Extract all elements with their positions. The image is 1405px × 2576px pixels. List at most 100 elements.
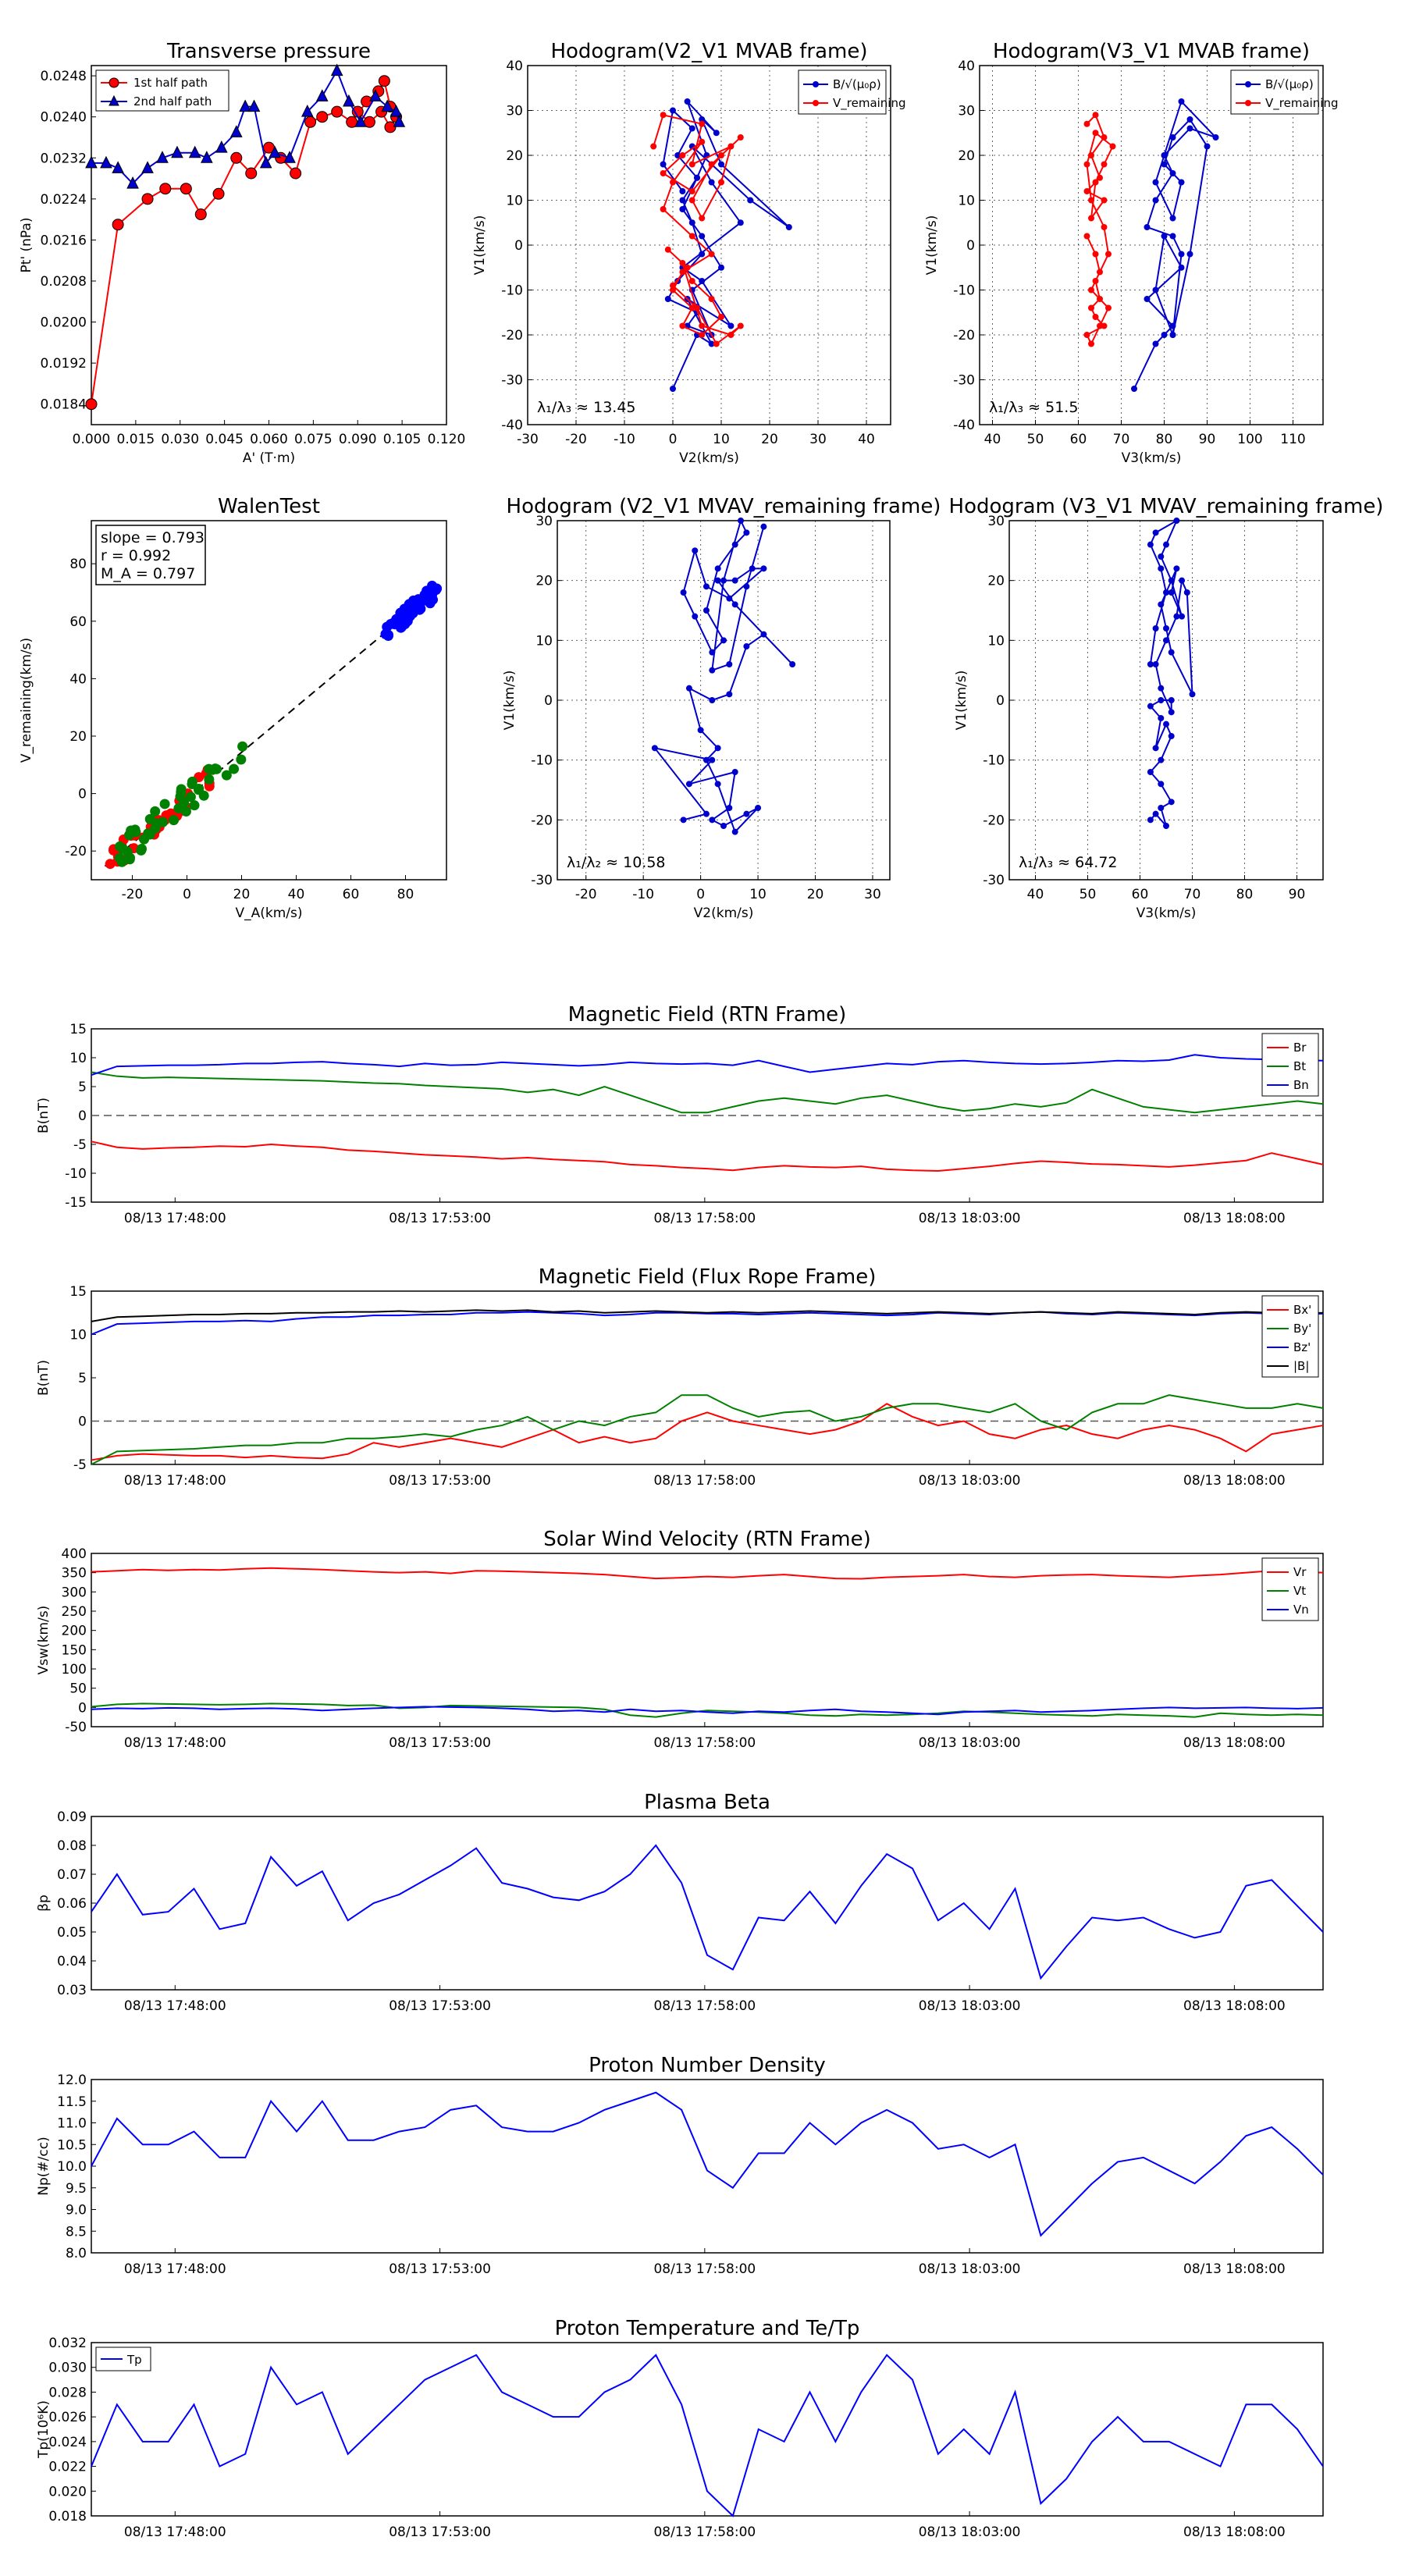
h1-point	[699, 215, 706, 222]
mag_fr-legend-label: Bx'	[1293, 1303, 1311, 1317]
h4-point	[1163, 625, 1169, 632]
h3-point	[680, 817, 687, 824]
h2-ytick-label: 30	[958, 104, 975, 119]
h2-point	[1092, 251, 1099, 258]
h2-ytick-label: 10	[958, 194, 975, 209]
beta-series-line	[91, 1844, 1324, 1980]
tp-ytick-label: 0.0240	[41, 110, 87, 126]
tp-point	[159, 183, 172, 195]
walen-point	[116, 856, 127, 867]
h2-series-line	[1133, 100, 1217, 390]
h3-xtick-label: 10	[749, 887, 767, 902]
h3-ytick-label: 20	[535, 574, 553, 589]
h1-ytick-label: 0	[514, 238, 523, 254]
h3-point	[731, 769, 738, 775]
mag_fr-legend-label: By'	[1293, 1322, 1311, 1336]
tp-xtick-label: 0.015	[117, 432, 155, 447]
h4-ytick-label: -20	[983, 813, 1005, 828]
h4-point	[1163, 637, 1169, 644]
h2-point	[1097, 322, 1103, 329]
h3-point	[685, 781, 692, 788]
h2-point	[1092, 112, 1099, 119]
tp_temp-ytick-label: 0.020	[48, 2484, 87, 2500]
h2-point	[1161, 161, 1168, 168]
h2-point	[1152, 286, 1159, 294]
np-ytick-label: 8.0	[66, 2246, 87, 2261]
h4-point	[1168, 697, 1175, 703]
mag_fr-xtick-label: 08/13 18:08:00	[1183, 1473, 1286, 1489]
walen-point	[159, 799, 170, 809]
np-xtick-label: 08/13 17:48:00	[124, 2261, 226, 2277]
h1-point	[737, 322, 744, 329]
walen-xlabel: V_A(km/s)	[235, 906, 302, 921]
h4-point	[1147, 817, 1154, 824]
h3-point	[726, 661, 733, 667]
h1-point	[660, 112, 667, 119]
tp-point	[239, 99, 251, 112]
h2-point	[1169, 215, 1176, 222]
np-ytick-label: 9.0	[66, 2203, 87, 2218]
h1-point	[664, 296, 671, 302]
vsw-xtick-label: 08/13 17:53:00	[389, 1735, 491, 1751]
h4-ytick-label: -10	[983, 753, 1005, 769]
h1-point	[699, 120, 706, 127]
h1-ytick-label: -10	[501, 283, 523, 299]
h3-point	[692, 547, 699, 554]
tp-point	[330, 63, 343, 76]
h4-point	[1158, 756, 1165, 763]
walen-point	[105, 859, 116, 870]
h1-point	[699, 332, 706, 338]
h3-xtick-label: -20	[575, 887, 597, 902]
h1-point	[694, 174, 700, 181]
h2-point	[1152, 179, 1159, 186]
mag_fr-xtick-label: 08/13 17:53:00	[389, 1473, 491, 1489]
mag_fr-title: Magnetic Field (Flux Rope Frame)	[539, 1265, 877, 1289]
walen-ytick-label: 0	[78, 787, 87, 802]
h3-point	[726, 595, 733, 602]
tp-point	[369, 89, 382, 101]
h2-annotation: λ₁/λ₃ ≈ 51.5	[989, 399, 1078, 416]
tp-point	[171, 145, 183, 158]
h1-title: Hodogram(V2_V1 MVAB frame)	[550, 40, 867, 63]
h4-xtick-label: 90	[1289, 887, 1306, 902]
h1-xtick-label: 30	[809, 432, 827, 447]
tp-point	[194, 208, 207, 221]
np-series-line	[91, 2091, 1324, 2237]
tp-xtick-label: 0.045	[205, 432, 244, 447]
h1-point	[699, 278, 706, 284]
mag_rtn-ytick-label: -15	[65, 1195, 87, 1211]
h1-point	[699, 322, 706, 329]
h3-point	[709, 649, 716, 656]
h3-point	[760, 565, 767, 572]
h2-point	[1169, 322, 1176, 329]
tp_temp-ytick-label: 0.032	[48, 2336, 87, 2351]
mag_fr-ytick-label: 10	[69, 1328, 87, 1343]
h4-ytick-label: 20	[987, 574, 1005, 589]
h2-legend-marker	[1245, 81, 1251, 87]
tp-title: Transverse pressure	[166, 40, 371, 63]
h2-point	[1161, 332, 1168, 338]
h2-point	[1131, 386, 1137, 392]
vsw-ytick-label: 250	[62, 1604, 87, 1620]
h4-point	[1152, 529, 1159, 536]
h4-point	[1183, 589, 1190, 596]
np-ytick-label: 10.0	[57, 2159, 87, 2175]
np-xtick-label: 08/13 17:53:00	[389, 2261, 491, 2277]
h2-point	[1083, 161, 1090, 168]
h1-ytick-label: 40	[506, 59, 523, 74]
tp-xlabel: A' (T·m)	[243, 450, 295, 466]
tp_temp-ytick-label: 0.018	[48, 2509, 87, 2524]
tp-legend-label: 2nd half path	[133, 94, 212, 109]
vsw-ytick-label: 200	[62, 1624, 87, 1639]
h2-xtick-label: 100	[1237, 432, 1262, 447]
h2-point	[1083, 233, 1090, 240]
h4-xlabel: V3(km/s)	[1136, 906, 1197, 921]
tp-point	[230, 151, 243, 164]
h2-xtick-label: 90	[1199, 432, 1216, 447]
tp-legend-marker	[108, 94, 119, 106]
h4-point	[1168, 709, 1175, 716]
h1-point	[679, 322, 686, 329]
h1-point	[688, 197, 695, 204]
mag_rtn-xtick-label: 08/13 17:53:00	[389, 1211, 491, 1226]
h4-point	[1152, 661, 1159, 667]
